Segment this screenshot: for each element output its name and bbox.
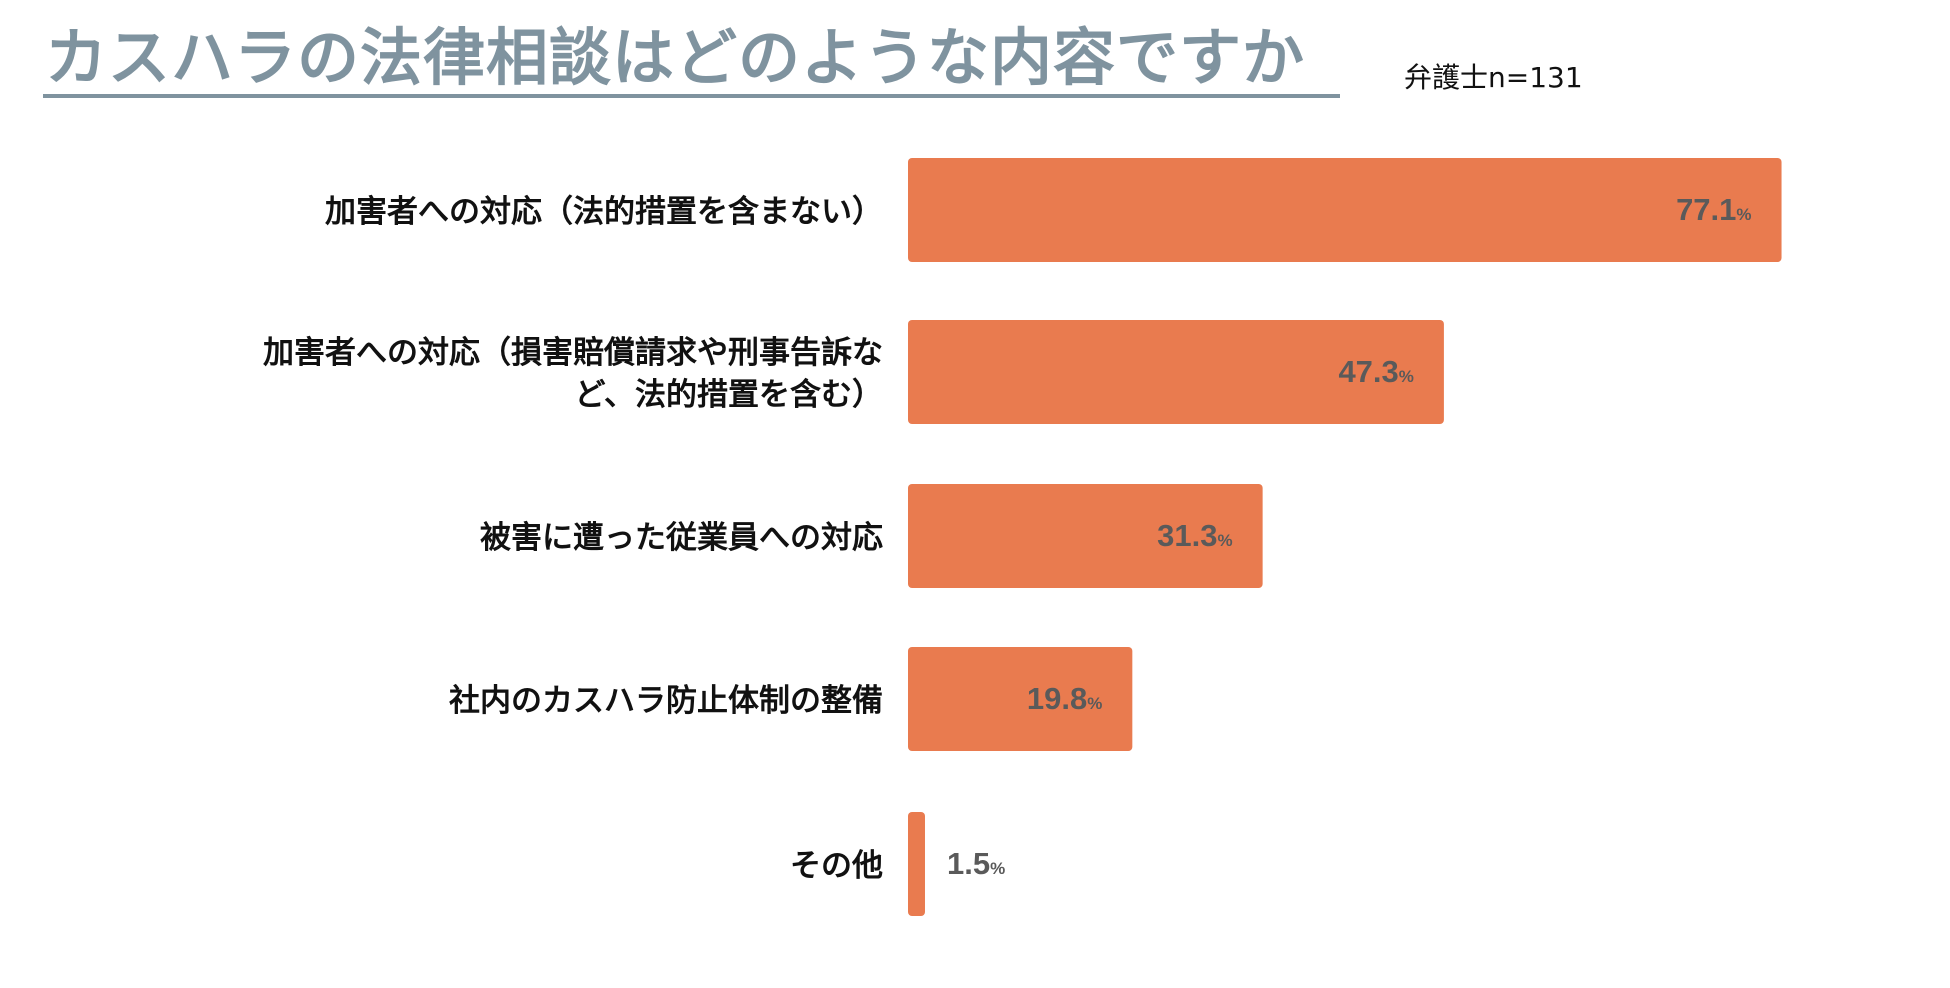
bar-1 — [908, 158, 1782, 262]
bar-5 — [908, 812, 925, 916]
sample-size-note: 弁護士n=131 — [1404, 61, 1583, 94]
title-underline — [43, 94, 1340, 98]
bar-2 — [908, 320, 1444, 424]
value-label-2: 47.3% — [1338, 354, 1413, 389]
value-label-4: 19.8% — [1027, 681, 1102, 716]
page-title: カスハラの法律相談はどのような内容ですか — [45, 21, 1306, 94]
category-label-4: 社内のカスハラ防止体制の整備 — [449, 683, 883, 719]
category-label-5: その他 — [790, 848, 883, 884]
category-label-2-line-2: ど、法的措置を含む） — [575, 377, 883, 413]
bar-3 — [908, 484, 1263, 588]
category-label-2-line-1: 加害者への対応（損害賠償請求や刑事告訴な — [263, 335, 883, 371]
bar-4 — [908, 647, 1133, 751]
value-label-3: 31.3% — [1157, 518, 1232, 553]
value-label-1: 77.1% — [1676, 192, 1751, 227]
category-label-3: 被害に遭った従業員への対応 — [480, 520, 883, 556]
value-label-5: 1.5% — [947, 846, 1005, 881]
category-label-1: 加害者への対応（法的措置を含まない） — [325, 194, 883, 230]
